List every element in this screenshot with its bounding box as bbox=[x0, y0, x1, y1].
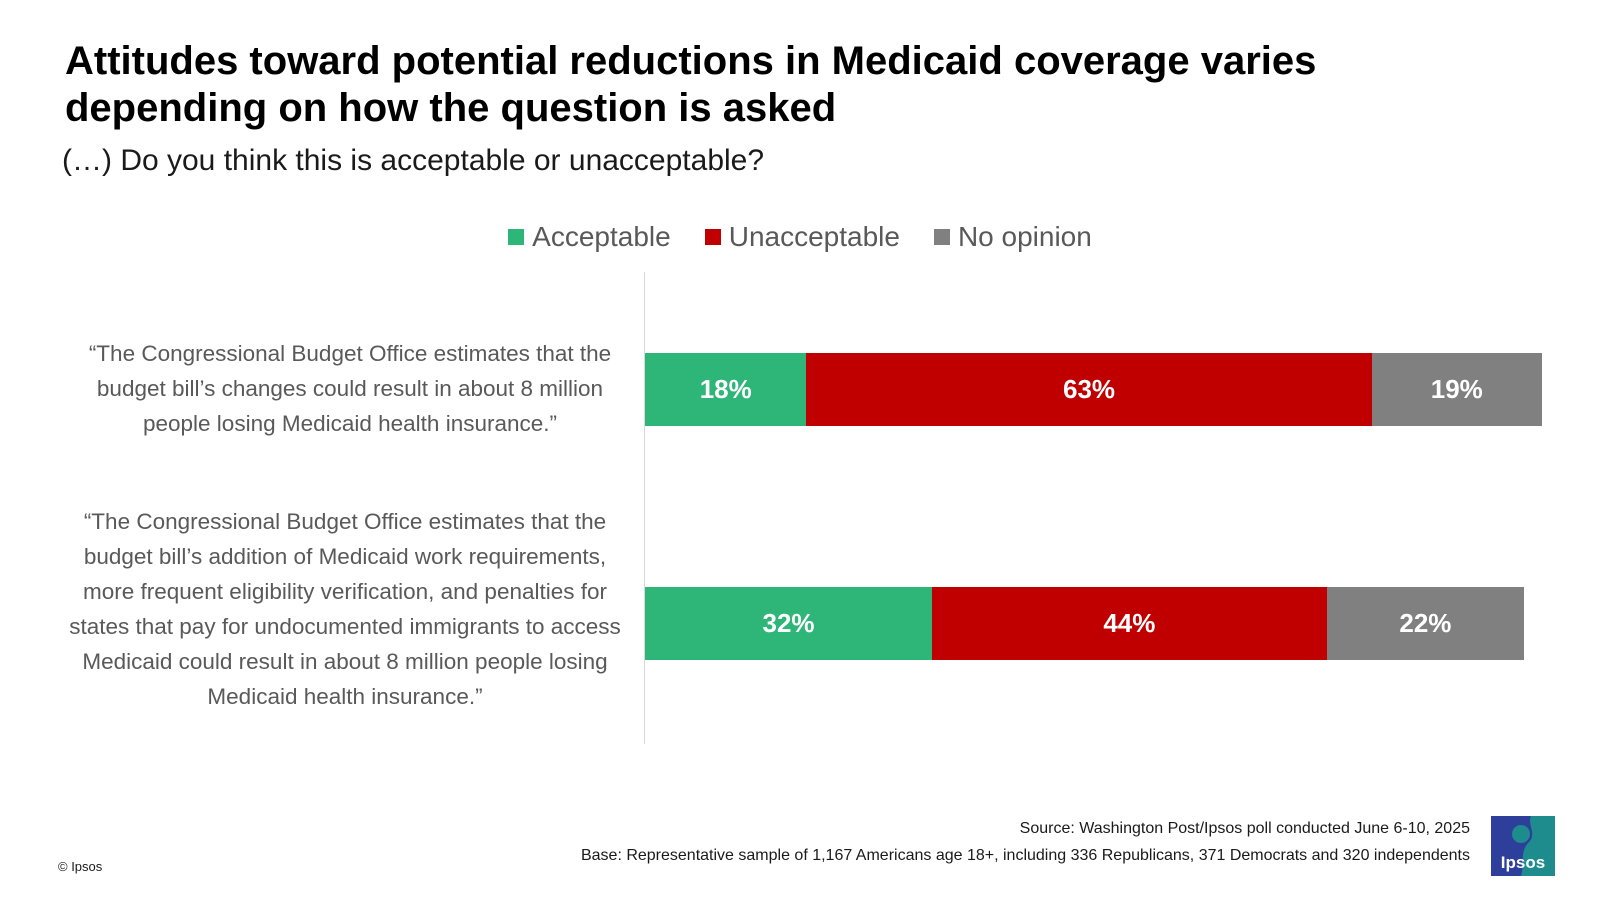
data-label-acceptable-1: 18% bbox=[699, 374, 752, 404]
chart-subtitle: (…) Do you think this is acceptable or u… bbox=[62, 144, 765, 177]
bar-unacceptable-1: 63% bbox=[806, 353, 1372, 426]
bar-acceptable-1: 18% bbox=[645, 353, 807, 426]
bar-unacceptable-2: 44% bbox=[932, 587, 1327, 660]
data-label-acceptable-2: 32% bbox=[762, 608, 815, 638]
legend-swatch-acceptable bbox=[508, 229, 525, 245]
chart-title: Attitudes toward potential reductions in… bbox=[65, 39, 1317, 130]
legend-item-acceptable: Acceptable bbox=[508, 221, 671, 253]
source-notes: Source: Washington Post/Ipsos poll condu… bbox=[581, 815, 1470, 869]
base-line: Base: Representative sample of 1,167 Ame… bbox=[580, 847, 1470, 864]
legend-label-unacceptable: Unacceptable bbox=[728, 221, 900, 252]
legend-item-unacceptable: Unacceptable bbox=[704, 221, 900, 253]
category-axis-line bbox=[644, 272, 645, 744]
category-label-1: “The Congressional Budget Office estimat… bbox=[88, 341, 612, 436]
legend: Acceptable Unacceptable No opinion bbox=[0, 221, 1600, 253]
source-line: Source: Washington Post/Ipsos poll condu… bbox=[1019, 820, 1470, 837]
bar-row-2: 32% 44% 22% bbox=[645, 587, 1542, 660]
legend-label-acceptable: Acceptable bbox=[532, 221, 671, 252]
legend-swatch-no-opinion bbox=[933, 229, 950, 245]
legend-swatch-unacceptable bbox=[704, 229, 721, 245]
bar-no-opinion-2: 22% bbox=[1326, 587, 1525, 660]
svg-text:Ipsos: Ipsos bbox=[1501, 853, 1545, 872]
data-label-no-opinion-1: 19% bbox=[1430, 374, 1483, 404]
copyright: © Ipsos bbox=[58, 859, 103, 874]
category-label-2: “The Congressional Budget Office estimat… bbox=[69, 509, 621, 709]
bar-acceptable-2: 32% bbox=[645, 587, 933, 660]
legend-label-no-opinion: No opinion bbox=[957, 221, 1092, 252]
ipsos-logo-icon: Ipsos bbox=[1491, 816, 1555, 876]
legend-item-no-opinion: No opinion bbox=[933, 221, 1092, 253]
data-label-unacceptable-2: 44% bbox=[1103, 608, 1156, 638]
bar-row-1: 18% 63% 19% bbox=[645, 353, 1542, 426]
data-label-no-opinion-2: 22% bbox=[1399, 608, 1452, 638]
bar-no-opinion-1: 19% bbox=[1371, 353, 1542, 426]
data-label-unacceptable-1: 63% bbox=[1062, 374, 1116, 404]
